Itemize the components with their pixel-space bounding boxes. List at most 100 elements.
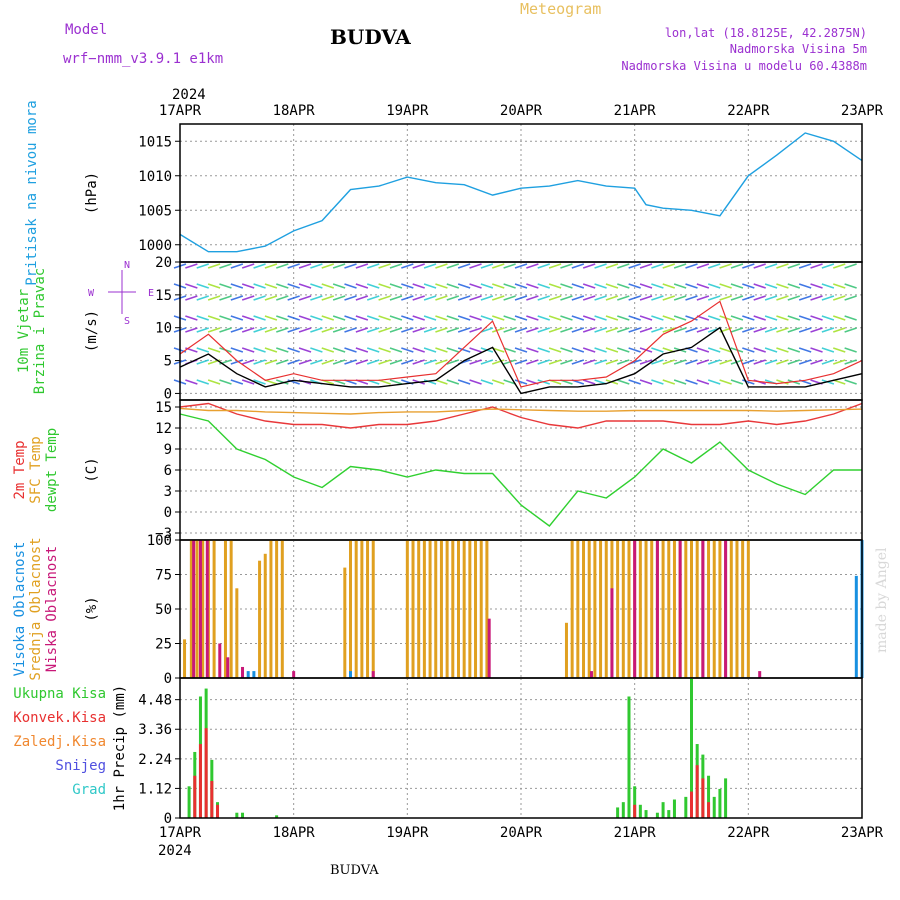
x-tick-label-top: 18APR <box>273 103 316 119</box>
bar-mid_cloud <box>479 540 483 678</box>
wind-barb <box>685 315 698 321</box>
wind-barb <box>844 315 857 321</box>
wind-barb <box>582 263 596 269</box>
wind-barb <box>639 315 653 321</box>
wind-barb <box>673 359 687 365</box>
bar-mid_cloud <box>672 540 676 678</box>
wind-barb <box>276 263 289 269</box>
wind-barb <box>560 263 573 269</box>
chart-title: BUDVA <box>330 25 411 49</box>
bar-mid_cloud <box>275 540 279 678</box>
side-label-cloud: Niska Oblacnost <box>44 546 60 672</box>
wind-barb <box>423 263 437 269</box>
wind-barb <box>241 379 255 385</box>
wind-barb <box>287 315 300 321</box>
bar-conv_precip <box>695 765 699 818</box>
wind-barb <box>548 263 562 269</box>
y-tick-label: 100 <box>147 533 172 549</box>
wind-barb <box>321 347 335 353</box>
wind-barb <box>719 359 732 365</box>
wind-barb <box>651 295 664 301</box>
wind-barb <box>196 347 209 353</box>
wind-barb <box>355 283 369 289</box>
wind-barb <box>798 295 812 301</box>
wind-barb <box>707 283 721 289</box>
bar-low_cloud <box>198 540 202 678</box>
bar-mid_cloud <box>411 540 415 678</box>
bar-mid_cloud <box>263 553 267 678</box>
model-elevation-label: Nadmorska Visina u modelu 60.4388m <box>621 59 867 73</box>
wind-barb <box>378 263 391 269</box>
wind-barb <box>264 327 278 333</box>
wind-barb <box>764 295 778 301</box>
bar-mid_cloud <box>582 540 586 678</box>
wind-barb <box>207 295 221 301</box>
wind-barb <box>276 283 289 289</box>
bar-conv_precip <box>707 802 711 818</box>
wind-barb <box>707 295 721 301</box>
y-tick-label: 3 <box>164 484 172 500</box>
wind-barb <box>207 347 221 353</box>
wind-barb <box>332 359 346 365</box>
wind-barb <box>264 347 278 353</box>
bar-mid_cloud <box>564 622 568 678</box>
bar-low_cloud <box>371 671 375 678</box>
wind-barb <box>344 295 357 301</box>
wind-barb <box>241 315 255 321</box>
wind-barb <box>810 315 823 321</box>
wind-barb <box>401 263 414 269</box>
wind-barb <box>230 295 244 301</box>
wind-barb <box>753 359 766 365</box>
bar-mid_cloud <box>695 540 699 678</box>
wind-barb <box>685 295 698 301</box>
wind-barb <box>833 327 846 333</box>
bar-mid_cloud <box>644 540 648 678</box>
bar-mid_cloud <box>349 540 352 678</box>
wind-barb <box>776 295 789 301</box>
wind-barb <box>185 315 198 321</box>
wind-barb <box>707 263 721 269</box>
wind-barb <box>639 295 653 301</box>
y-tick-label: 0 <box>164 505 172 521</box>
wind-barb <box>241 327 255 333</box>
wind-barb <box>730 315 744 321</box>
wind-barb <box>605 283 619 289</box>
wind-barb <box>423 347 437 353</box>
wind-barb <box>707 347 721 353</box>
wind-barb <box>560 359 573 365</box>
wind-barb <box>446 327 460 333</box>
wind-barb <box>514 347 528 353</box>
bar-total_precip <box>275 815 279 818</box>
wind-barb <box>821 283 835 289</box>
y-tick-label: 1.12 <box>138 781 172 797</box>
bar-mid_cloud <box>371 540 375 678</box>
legend-precip: Ukupna Kisa <box>13 686 106 702</box>
wind-barb <box>378 315 391 321</box>
wind-barb <box>389 327 403 333</box>
bar-low_cloud <box>655 540 659 678</box>
wind-barb <box>219 379 232 385</box>
wind-barb <box>639 327 653 333</box>
wind-barb <box>412 359 425 365</box>
wind-barb <box>310 327 323 333</box>
wind-barb <box>537 359 550 365</box>
wind-barb <box>253 283 266 289</box>
wind-barb <box>776 379 789 385</box>
bar-mid_cloud <box>195 540 199 678</box>
wind-barb <box>582 315 596 321</box>
bar-total_precip <box>707 775 711 818</box>
y-tick-label: 25 <box>155 637 172 653</box>
side-label-temperature: dewpt Temp <box>44 428 60 512</box>
wind-barb <box>776 327 789 333</box>
wind-barb <box>219 283 232 289</box>
wind-barb <box>264 295 278 301</box>
wind-barb <box>253 315 266 321</box>
wind-barb <box>446 347 460 353</box>
wind-barb <box>332 263 346 269</box>
bar-low_cloud <box>241 666 245 678</box>
wind-barb <box>764 347 778 353</box>
wind-barb <box>662 295 676 301</box>
wind-barb <box>492 347 505 353</box>
wind-barb <box>742 263 755 269</box>
wind-barb <box>787 283 801 289</box>
